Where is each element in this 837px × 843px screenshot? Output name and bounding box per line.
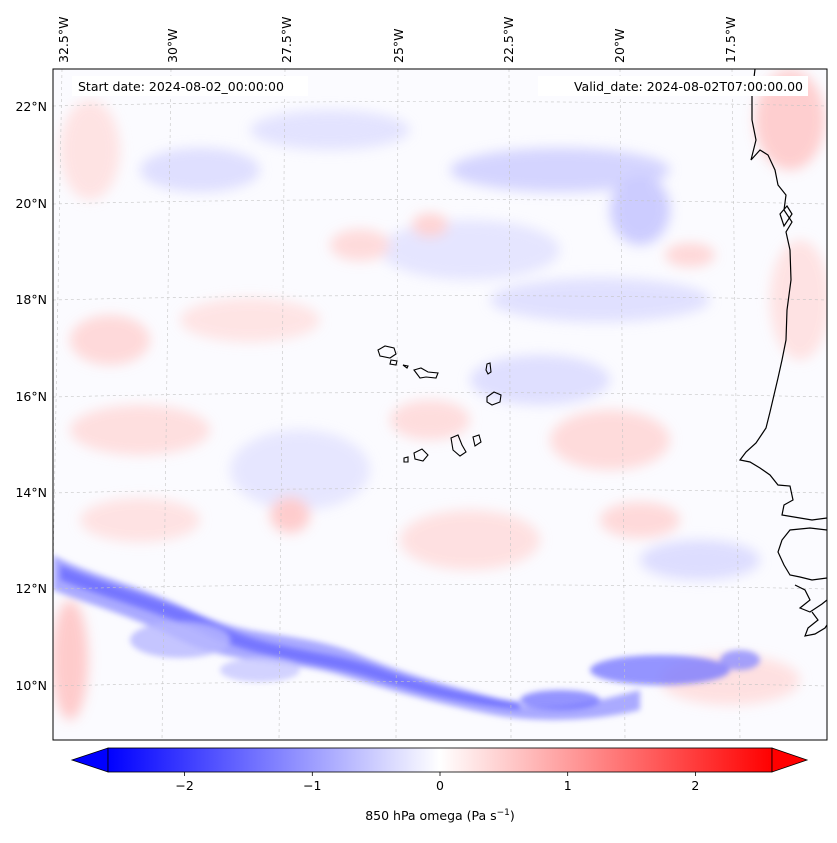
lat-label: 12°N: [15, 581, 47, 596]
map-frame: [52, 68, 828, 741]
island-sal: [485, 362, 492, 375]
colorbar-ticks: −2 −1 0 1 2: [175, 772, 699, 793]
island-sao-nicolau: [413, 367, 439, 379]
valid-date-box: [538, 76, 808, 96]
lon-label: 32.5°W: [56, 17, 71, 63]
latitude-labels: 22°N 20°N 18°N 16°N 14°N 12°N 10°N: [15, 99, 47, 693]
valid-date-label: Valid_date: 2024-08-02T07:00:00.00: [574, 79, 803, 94]
colorbar-extend-high: [771, 747, 809, 773]
colorbar: −2 −1 0 1 2 850 hPa omega (Pa s−1): [70, 747, 809, 823]
colorbar-tick-label: −2: [175, 778, 193, 793]
colorbar-tick-label: −1: [303, 778, 321, 793]
longitude-labels: 32.5°W 30°W 27.5°W 25°W 22.5°W 20°W 17.5…: [56, 17, 738, 63]
lon-label: 17.5°W: [723, 17, 738, 63]
island-boa-vista: [486, 391, 502, 406]
colorbar-label: 850 hPa omega (Pa s−1): [365, 808, 515, 823]
africa-coastline: [738, 69, 827, 521]
lon-label: 25°W: [391, 28, 406, 63]
lon-label: 20°W: [612, 28, 627, 63]
island-brava: [403, 456, 409, 463]
gridlines: [53, 69, 827, 740]
island-santo-antao: [377, 345, 397, 359]
lat-label: 14°N: [15, 485, 47, 500]
island-fogo: [413, 448, 429, 462]
colorbar-tick-label: 2: [691, 778, 699, 793]
island-maio: [472, 434, 482, 447]
lat-label: 16°N: [15, 389, 47, 404]
map-panel: Start date: 2024-08-02_00:00:00 Valid_da…: [52, 68, 828, 741]
island-sao-vicente: [389, 359, 398, 366]
colorbar-tick-label: 0: [436, 778, 444, 793]
start-date-label: Start date: 2024-08-02_00:00:00: [78, 79, 284, 94]
lat-label: 20°N: [15, 196, 47, 211]
island-santiago: [450, 434, 467, 457]
cape-verde-islands: [377, 345, 502, 463]
island-santa-luzia: [402, 364, 409, 369]
colorbar-tick-label: 1: [564, 778, 572, 793]
lon-label: 27.5°W: [279, 17, 294, 63]
coastlines: [738, 69, 827, 637]
lon-label: 22.5°W: [501, 17, 516, 63]
senegal-gambia-coast: [777, 527, 827, 581]
lat-label: 18°N: [15, 292, 47, 307]
colorbar-extend-low: [70, 747, 109, 773]
lat-label: 10°N: [15, 678, 47, 693]
start-date-box: [72, 76, 308, 96]
lon-label: 30°W: [165, 28, 180, 63]
colorbar-gradient: [107, 747, 773, 773]
lat-label: 22°N: [15, 99, 47, 114]
